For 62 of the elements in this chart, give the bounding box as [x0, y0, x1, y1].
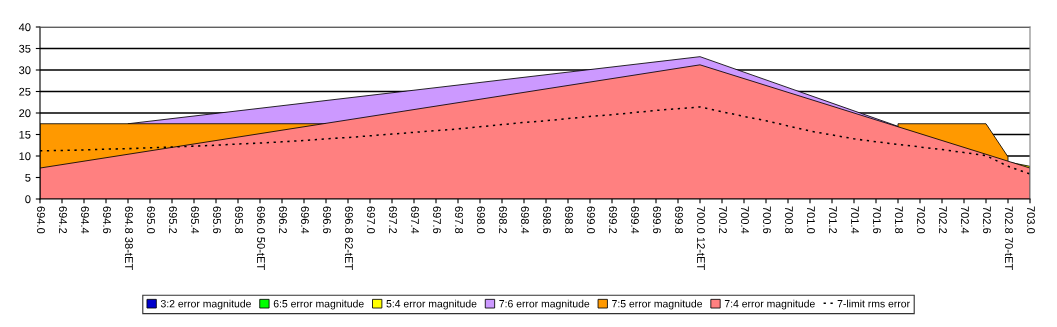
y-tick-label: 25: [19, 87, 31, 96]
x-tick-label: 700.0 12-tET: [697, 206, 705, 270]
x-tick-label: 701.4: [851, 206, 859, 234]
x-tick-label: 696.4: [301, 206, 309, 234]
y-tick-label: 30: [19, 66, 31, 75]
legend-label: 3:2 error magnitude: [160, 299, 251, 310]
x-tick-label: 694.8 38-tET: [125, 206, 133, 270]
x-tick-label: 702.6: [983, 206, 991, 234]
x-tick-label: 699.0: [587, 206, 595, 234]
y-tick-label: 15: [19, 130, 31, 139]
x-tick-label: 700.8: [785, 206, 793, 234]
x-tick-label: 698.4: [521, 206, 529, 234]
x-tick-label: 700.4: [741, 206, 749, 234]
y-tick-label: 20: [19, 109, 31, 118]
x-tick-label: 699.2: [609, 206, 617, 234]
x-tick-label: 697.8: [455, 206, 463, 234]
legend-label: 5:4 error magnitude: [386, 299, 477, 310]
legend-label: 7:5 error magnitude: [612, 299, 703, 310]
x-tick-label: 701.0: [807, 206, 815, 234]
x-tick-label: 700.2: [719, 206, 727, 234]
x-tick-label: 702.4: [961, 206, 969, 234]
x-tick-label: 695.4: [191, 206, 199, 234]
x-tick-label: 698.0: [477, 206, 485, 234]
legend-label: 7:6 error magnitude: [499, 299, 590, 310]
x-tick-label: 695.2: [169, 206, 177, 234]
x-tick-label: 699.6: [653, 206, 661, 234]
y-tick-label: 40: [18, 23, 31, 32]
x-tick-label: 696.8 62-tET: [345, 206, 353, 270]
y-tick-label: 35: [19, 44, 31, 53]
x-tick-label: 698.8: [565, 206, 573, 234]
x-tick-label: 698.2: [499, 206, 507, 234]
x-tick-label: 699.4: [631, 206, 639, 234]
x-tick-label: 695.6: [213, 206, 221, 234]
x-tick-label: 695.8: [235, 206, 243, 234]
x-tick-label: 698.6: [543, 206, 551, 234]
legend-label: 7:4 error magnitude: [724, 299, 815, 310]
x-tick-label: 696.2: [279, 206, 287, 234]
x-tick-label: 697.0: [367, 206, 375, 234]
x-tick-label: 697.4: [411, 206, 419, 234]
x-tick-label: 699.8: [675, 206, 683, 234]
legend-label: 7-limit rms error: [837, 299, 910, 308]
x-tick-label: 697.6: [433, 206, 441, 234]
x-tick-label: 702.0: [917, 206, 925, 234]
x-tick-label: 702.8 70-tET: [1005, 206, 1013, 270]
x-tick-label: 701.2: [829, 206, 837, 234]
x-tick-label: 694.0: [37, 206, 45, 234]
x-tick-label: 694.4: [81, 206, 89, 234]
x-tick-label: 694.6: [103, 206, 111, 234]
legend-label: 6:5 error magnitude: [273, 299, 364, 310]
x-tick-label: 697.2: [389, 206, 397, 234]
x-tick-label: 701.8: [895, 206, 903, 234]
x-tick-label: 702.2: [939, 206, 947, 234]
x-tick-label: 700.6: [763, 206, 771, 234]
x-tick-label: 703.0: [1027, 206, 1035, 234]
x-tick-label: 696.6: [323, 206, 331, 234]
x-tick-label: 694.2: [59, 206, 67, 234]
y-tick-label: 0: [25, 195, 31, 204]
x-tick-label: 696.0 50-tET: [257, 206, 265, 270]
y-tick-label: 10: [19, 152, 31, 161]
y-tick-label: 5: [25, 173, 31, 182]
x-tick-label: 695.0: [147, 206, 155, 234]
x-tick-label: 701.6: [873, 206, 881, 234]
